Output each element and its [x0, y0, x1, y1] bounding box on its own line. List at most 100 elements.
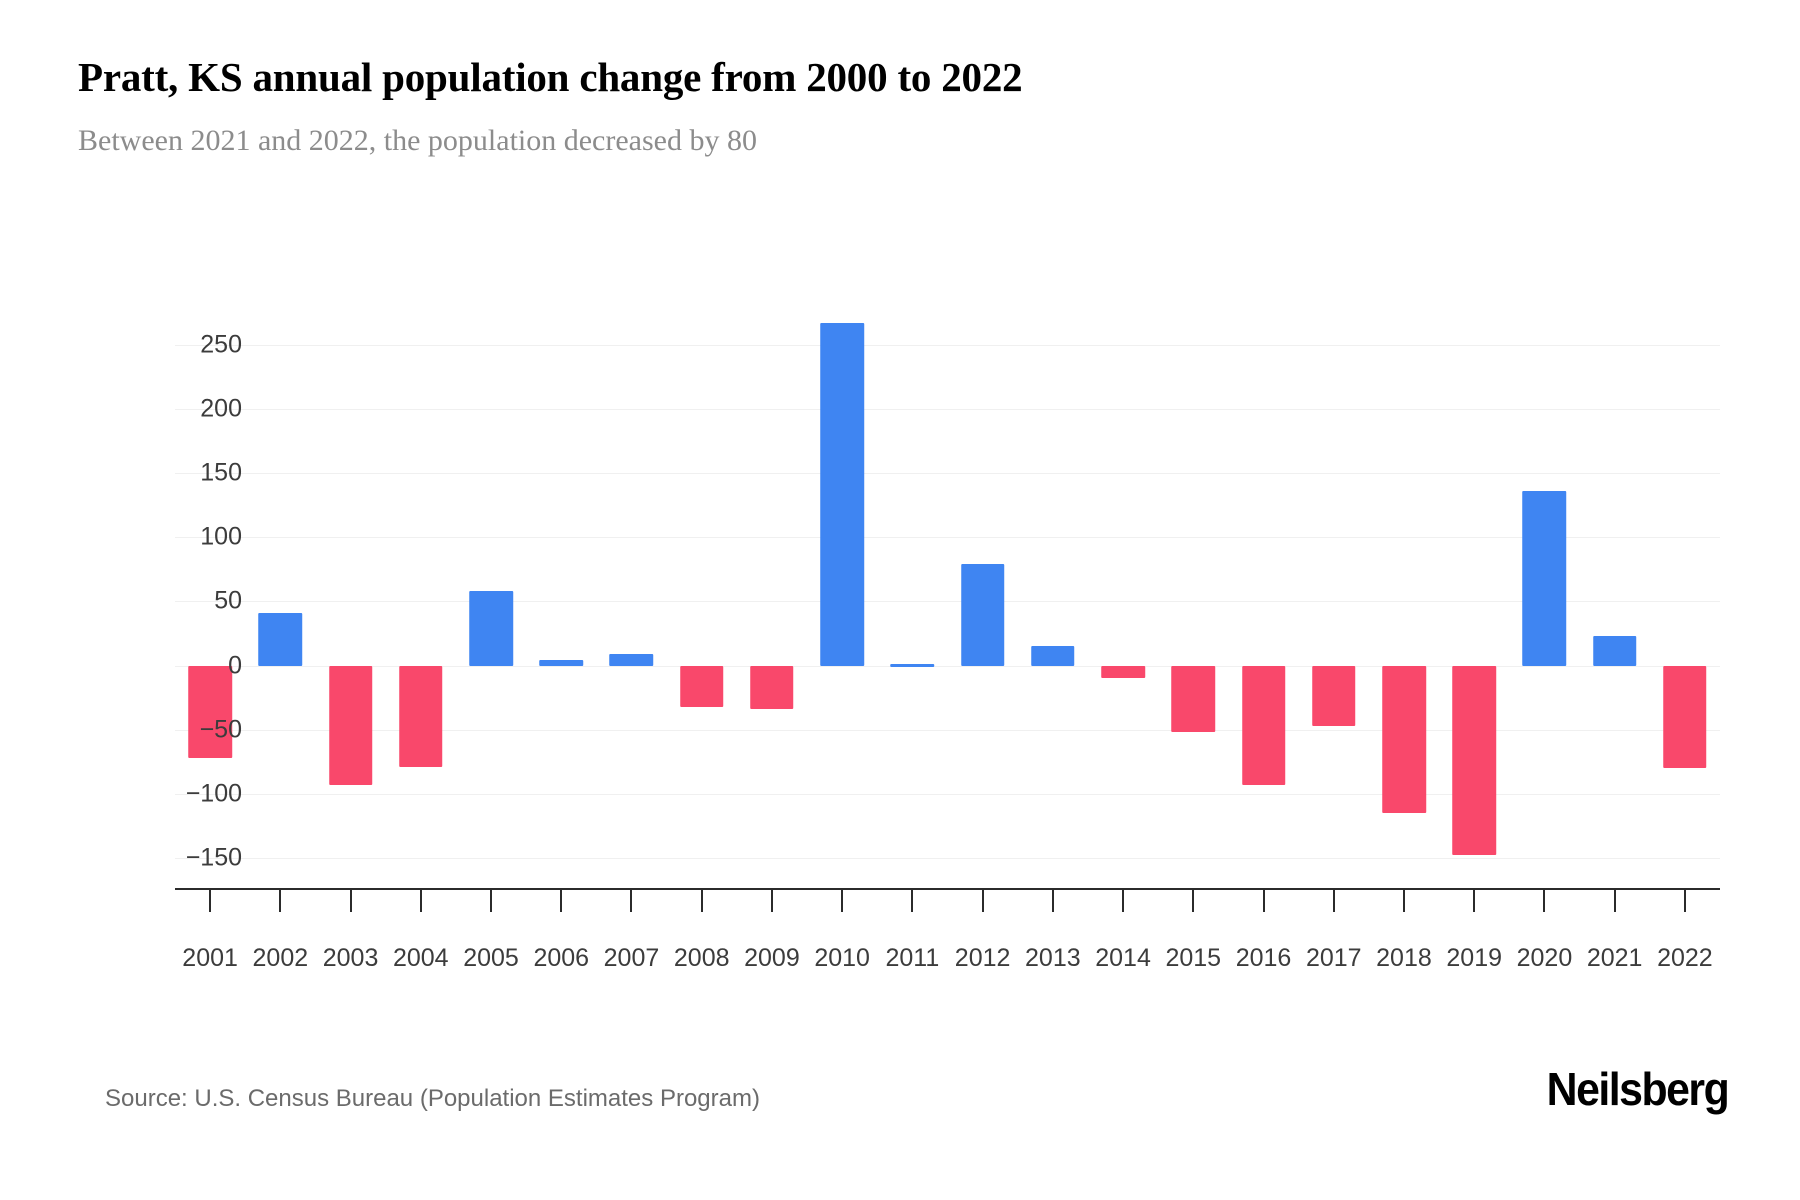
bar-2006[interactable] — [539, 660, 583, 666]
bar-2016[interactable] — [1241, 665, 1286, 785]
x-axis-tick — [1122, 890, 1125, 912]
x-axis-tick-label-2021: 2021 — [1586, 944, 1643, 972]
bar-slot — [1018, 300, 1088, 890]
x-axis-tick — [770, 890, 773, 912]
bar-2007[interactable] — [609, 654, 654, 666]
x-axis-tick-label-2022: 2022 — [1657, 944, 1713, 972]
x-axis-tick-label-2005: 2005 — [463, 944, 519, 972]
x-axis-tick-label-2012: 2012 — [954, 944, 1011, 972]
y-axis-tick-label: 200 — [200, 394, 242, 423]
gridline — [175, 409, 1720, 411]
bar-2004[interactable] — [399, 665, 443, 767]
y-axis-tick-label: 250 — [200, 330, 242, 359]
y-axis-tick-label: 50 — [214, 586, 242, 615]
x-axis-tick-label-2008: 2008 — [673, 944, 730, 972]
x-axis-tick — [630, 890, 633, 912]
x-axis-tick — [1613, 890, 1616, 912]
x-axis-tick-label-2020: 2020 — [1516, 944, 1573, 972]
x-axis-tick — [1683, 890, 1686, 912]
x-axis-tick-label-2001: 2001 — [182, 944, 238, 972]
bar-2012[interactable] — [960, 564, 1005, 666]
x-axis-tick — [1332, 890, 1335, 912]
bar-slot — [1088, 300, 1158, 890]
x-axis-tick-label-2002: 2002 — [252, 944, 309, 972]
x-axis-tick-label-2009: 2009 — [744, 944, 800, 972]
x-axis-tick-label-2004: 2004 — [392, 944, 449, 972]
bar-2021[interactable] — [1592, 636, 1637, 666]
gridline — [175, 793, 1720, 795]
y-axis-tick-label: −50 — [199, 715, 242, 744]
x-axis-tick-label-2015: 2015 — [1165, 944, 1222, 972]
bar-slot — [1228, 300, 1298, 890]
bar-2002[interactable] — [258, 612, 303, 666]
bar-2010[interactable] — [820, 323, 864, 666]
gridline — [175, 473, 1720, 475]
bar-slot — [667, 300, 737, 890]
bar-2019[interactable] — [1452, 665, 1496, 856]
bar-2018[interactable] — [1382, 665, 1426, 814]
x-axis-tick — [209, 890, 212, 912]
bar-slot — [1369, 300, 1439, 890]
gridline — [175, 857, 1720, 859]
source-note: Source: U.S. Census Bureau (Population E… — [105, 1085, 760, 1112]
x-axis-tick-label-2014: 2014 — [1095, 944, 1151, 972]
x-axis-tick — [560, 890, 563, 912]
x-axis-tick-label-2007: 2007 — [603, 944, 660, 972]
bar-slot — [1580, 300, 1650, 890]
x-axis-tick-label-2003: 2003 — [322, 944, 379, 972]
bar-2011[interactable] — [890, 664, 935, 668]
bar-2009[interactable] — [750, 665, 794, 710]
x-axis-tick-label-2013: 2013 — [1025, 944, 1081, 972]
zero-gridline — [175, 665, 1720, 667]
plot-area — [175, 300, 1720, 890]
bar-slot — [1650, 300, 1720, 890]
bar-slot — [315, 300, 385, 890]
x-axis-tick — [349, 890, 352, 912]
bar-slot — [877, 300, 947, 890]
neilsberg-logo: Neilsberg — [1546, 1063, 1729, 1115]
bar-slot — [1509, 300, 1579, 890]
bar-2013[interactable] — [1031, 646, 1075, 666]
x-axis-tick — [1473, 890, 1476, 912]
bar-slot — [948, 300, 1018, 890]
bar-slot — [737, 300, 807, 890]
x-axis-tick-label-2006: 2006 — [533, 944, 590, 972]
bar-2001[interactable] — [188, 665, 232, 758]
x-axis-tick — [1402, 890, 1405, 912]
x-axis-tick-label-2018: 2018 — [1376, 944, 1432, 972]
x-axis-tick — [700, 890, 703, 912]
x-axis-tick-label-2010: 2010 — [814, 944, 870, 972]
x-axis-tick-label-2016: 2016 — [1235, 944, 1292, 972]
bar-2005[interactable] — [469, 591, 513, 666]
x-axis-tick — [279, 890, 282, 912]
bar-2003[interactable] — [328, 665, 373, 785]
x-axis-tick — [490, 890, 493, 912]
bar-2014[interactable] — [1101, 665, 1145, 679]
bar-slot — [245, 300, 315, 890]
x-axis-tick-label-2011: 2011 — [885, 944, 940, 972]
y-axis-tick-label: 150 — [200, 458, 242, 487]
y-axis-tick-label: −100 — [185, 779, 242, 808]
x-axis-tick — [419, 890, 422, 912]
gridline — [175, 537, 1720, 539]
x-axis-tick — [981, 890, 984, 912]
bar-2020[interactable] — [1522, 491, 1567, 666]
bar-2008[interactable] — [679, 665, 724, 707]
bar-slot — [1158, 300, 1228, 890]
bar-slot — [175, 300, 245, 890]
bar-slot — [1299, 300, 1369, 890]
bar-slot — [1439, 300, 1509, 890]
y-axis-tick-label: −150 — [185, 843, 242, 872]
page-subtitle: Between 2021 and 2022, the population de… — [78, 124, 757, 157]
bar-slot — [807, 300, 877, 890]
bar-slot — [596, 300, 666, 890]
x-axis-tick — [1543, 890, 1546, 912]
bar-2017[interactable] — [1311, 665, 1356, 726]
x-axis-tick — [841, 890, 844, 912]
bar-2015[interactable] — [1171, 665, 1216, 733]
x-axis-line — [175, 888, 1720, 890]
page-title: Pratt, KS annual population change from … — [78, 54, 1023, 100]
x-axis-tick-label-2017: 2017 — [1305, 944, 1362, 972]
bar-2022[interactable] — [1663, 665, 1707, 769]
